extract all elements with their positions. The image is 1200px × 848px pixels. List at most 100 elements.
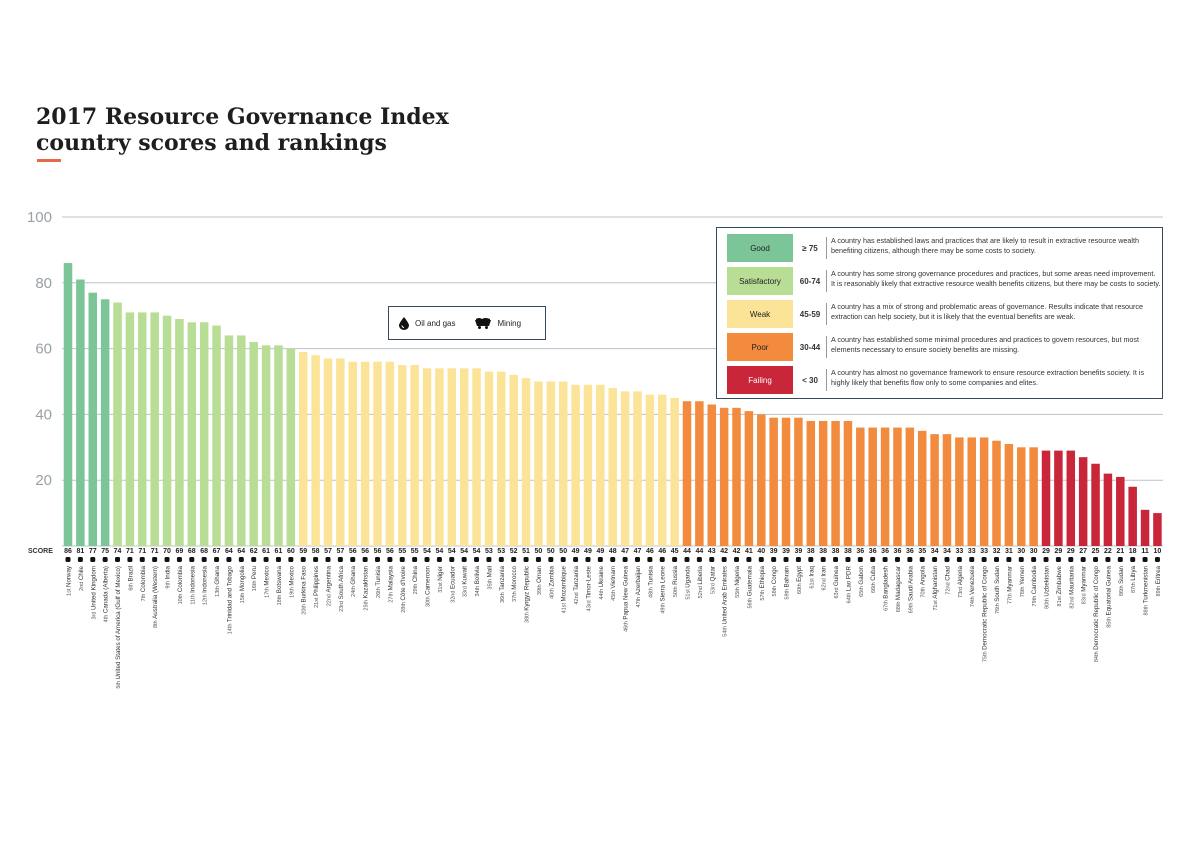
legend-separator: [826, 270, 827, 292]
bar: [893, 427, 902, 546]
bar: [298, 351, 308, 546]
bar: [224, 335, 234, 546]
legend-description-good: A country has established laws and pract…: [831, 236, 1161, 256]
score-value-label: 43: [708, 548, 716, 555]
country-name: Morocco: [511, 565, 518, 589]
score-value-label: 54: [423, 548, 431, 555]
score-value-label: 36: [906, 548, 914, 555]
country-label: 59th Bahrain: [784, 565, 791, 599]
country-name: Norway: [66, 565, 73, 587]
bar: [138, 312, 147, 546]
country-label: 12th Indonesia: [202, 565, 209, 605]
country-name: Botswana: [276, 565, 283, 593]
rank-label: 1st: [67, 587, 73, 596]
resource-icon: [102, 557, 108, 562]
rank-label: 3rd: [91, 610, 97, 619]
bar: [608, 388, 617, 546]
bar: [682, 401, 692, 546]
legend-swatch-good: Good: [727, 234, 793, 262]
resource-icon: [1031, 557, 1037, 562]
country-name: Argentina: [325, 565, 332, 592]
country-label: 11th Indonesia: [189, 565, 196, 604]
country-name: Malaysia: [387, 565, 394, 590]
country-name: Myanmar: [1006, 566, 1013, 592]
resource-icon: [833, 557, 839, 562]
score-value-label: 30: [1030, 548, 1038, 555]
country-label: 22nd Argentina: [325, 565, 332, 606]
country-label: 2nd Chile: [78, 565, 85, 590]
country-name: Equatorial Guinea: [1105, 565, 1112, 615]
y-axis-ticks: 20 40 60 80 100 SCORE: [27, 209, 53, 555]
oil-legend-label: Oil and gas: [415, 318, 456, 328]
bar: [447, 368, 457, 546]
resource-icon: [560, 557, 566, 562]
bar: [707, 404, 717, 546]
bar: [719, 407, 729, 546]
bar: [583, 384, 593, 546]
rank-label: 44th: [599, 587, 605, 599]
country-label: 74th Venezuela: [969, 565, 976, 607]
legend-separator: [826, 237, 827, 259]
score-value-label: 56: [361, 548, 369, 555]
country-name: Papua New Guinea: [623, 565, 630, 619]
bar: [360, 361, 370, 546]
rank-label: 18th: [277, 593, 283, 605]
rank-label: 5th: [116, 679, 122, 688]
legend-swatch-poor: Poor: [727, 333, 793, 361]
country-label: 21st Philippines: [313, 566, 320, 608]
country-label: 58th Congo: [771, 565, 778, 596]
country-label: 54th United Arab Emirates: [722, 566, 729, 637]
country-name: Canada (Alberta): [103, 566, 110, 613]
country-label: 31st Niger: [437, 566, 444, 593]
country-name: Chad: [944, 565, 951, 580]
score-value-label: 44: [695, 548, 703, 555]
bar: [521, 378, 531, 546]
country-name: Mexico: [264, 565, 271, 585]
rank-label: 49th: [661, 601, 667, 613]
rank-label: 37th: [512, 590, 518, 602]
resource-icon: [585, 557, 591, 562]
bars-group: [63, 263, 1162, 546]
resource-icon: [845, 557, 851, 562]
resource-icon: [1080, 557, 1086, 562]
rank-label: 39th: [537, 583, 543, 595]
score-value-label: 46: [646, 548, 654, 555]
country-name: Kazakhstan: [363, 565, 370, 598]
resource-icon: [1142, 557, 1148, 562]
resource-icon: [65, 557, 71, 562]
country-name: Trinidad and Tobago: [226, 565, 233, 622]
legend-row-satisfactory: Satisfactory 60-74 A country has some st…: [727, 267, 1160, 295]
bar: [150, 312, 159, 546]
country-name: Democratic Republic of Congo: [1093, 565, 1100, 649]
rank-label: 83rd: [1082, 592, 1088, 605]
country-label: 62nd Iran: [821, 565, 828, 590]
country-name: Kyrgyz Republic: [524, 566, 531, 611]
score-value-label: 39: [782, 548, 790, 555]
bar: [880, 427, 890, 546]
country-label: 73rd Algeria: [957, 565, 964, 597]
resource-icon: [115, 557, 121, 562]
country-label: 18th Botswana: [276, 565, 283, 605]
rank-label: 17th: [265, 586, 271, 598]
score-value-label: 29: [1042, 548, 1050, 555]
score-value-label: 47: [621, 548, 629, 555]
score-value-label: 48: [609, 548, 617, 555]
resource-icon: [771, 557, 777, 562]
country-name: Angola: [920, 565, 927, 585]
country-name: Yemen: [1019, 565, 1026, 585]
country-label: 68th Madagascar: [895, 566, 902, 612]
country-name: Eritrea: [1155, 565, 1162, 584]
rank-label: 43rd: [586, 599, 592, 612]
score-value-label: 55: [398, 548, 406, 555]
legend-range-weak: 45-59: [799, 309, 821, 319]
rank-label: 15th: [240, 591, 246, 603]
bar: [769, 417, 778, 546]
country-label: 23rd South Africa: [338, 565, 345, 611]
resource-icon: [1043, 557, 1049, 562]
resource-icon: [1068, 557, 1074, 562]
country-label: 52nd Liberia: [697, 565, 704, 598]
score-value-label: 49: [584, 548, 592, 555]
rank-label: 72nd: [945, 581, 951, 595]
country-name: Lao PDR: [845, 565, 852, 591]
score-value-label: 38: [844, 548, 852, 555]
